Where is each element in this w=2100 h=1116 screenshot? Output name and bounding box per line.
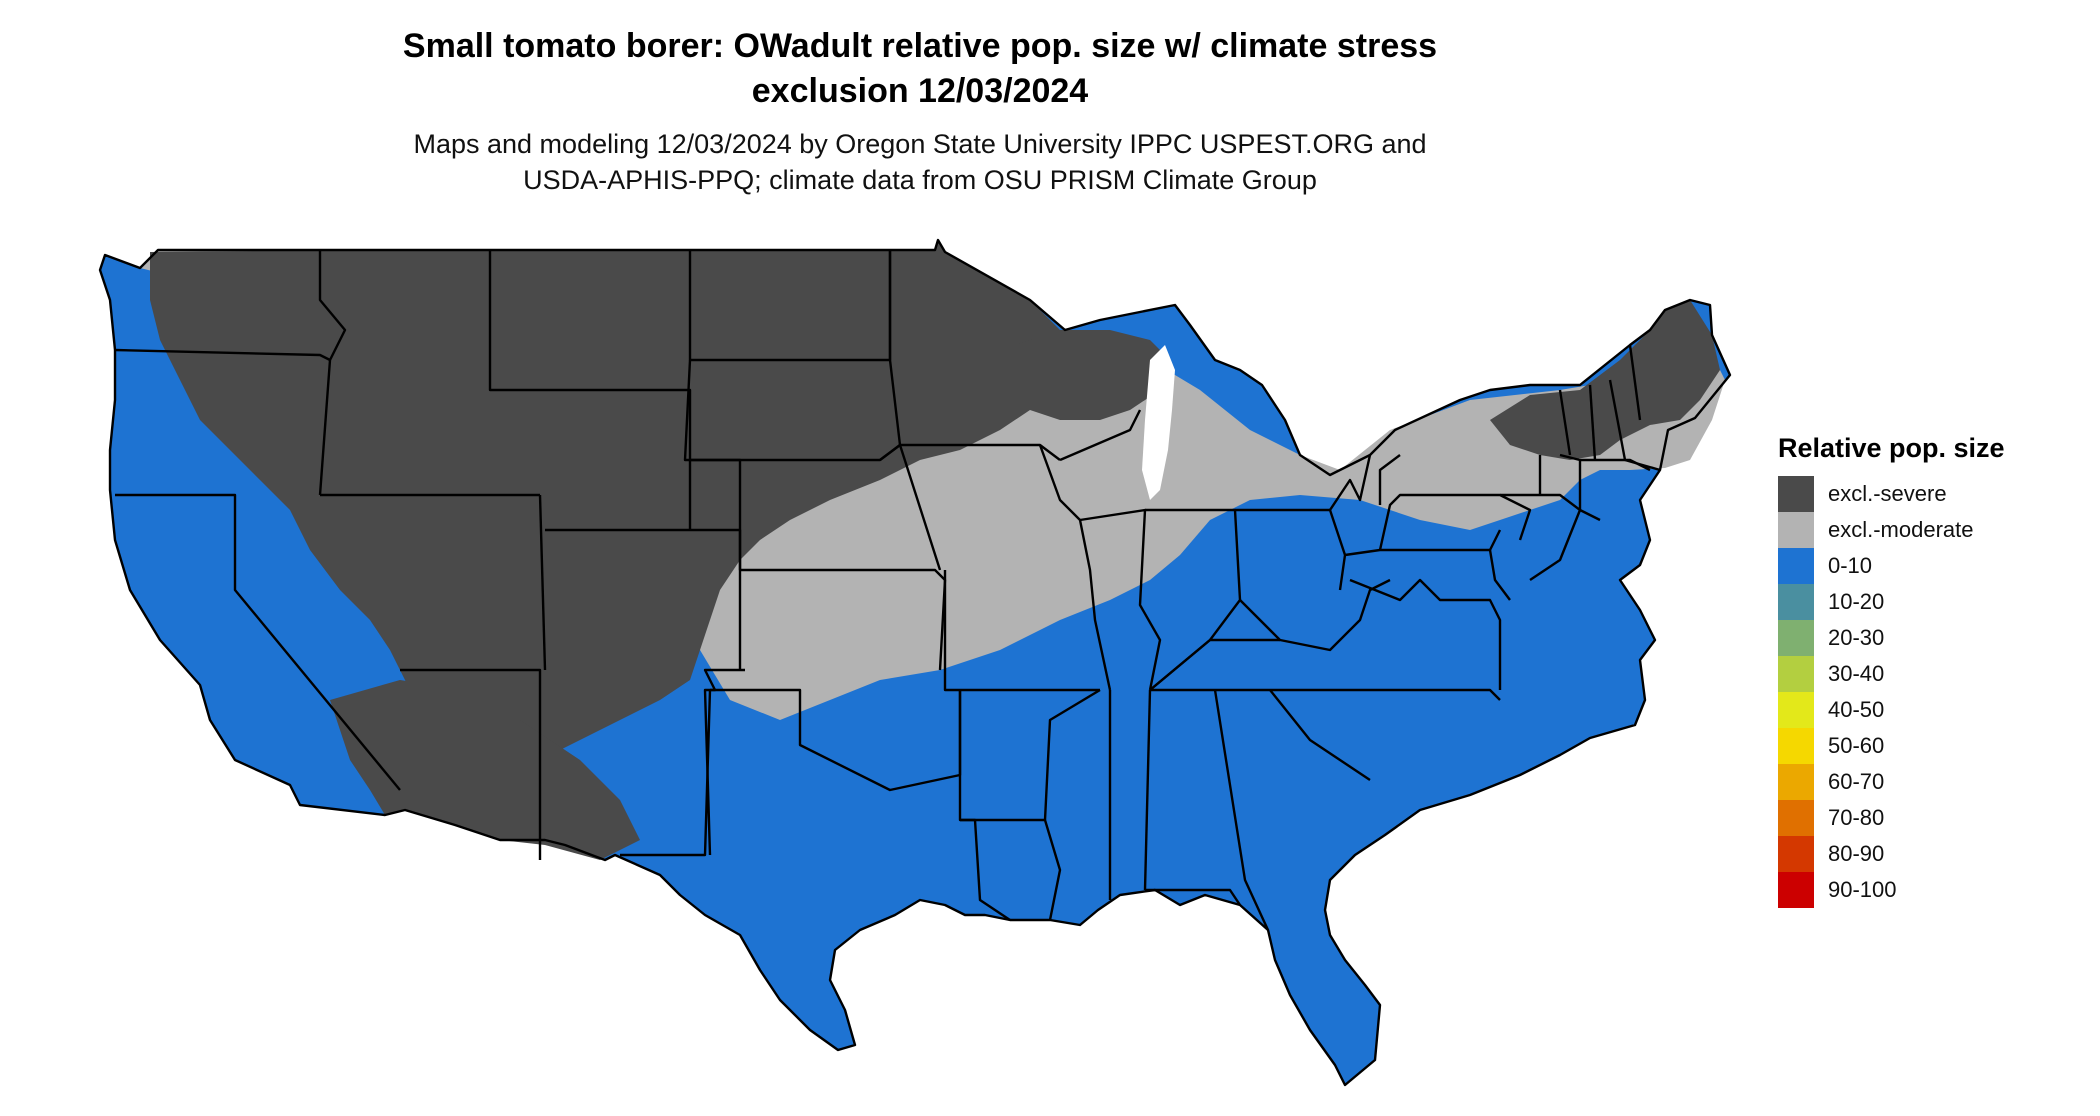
legend-item: 10-20 <box>1778 584 2005 620</box>
legend-item: excl.-moderate <box>1778 512 2005 548</box>
legend-label: excl.-severe <box>1828 481 1947 506</box>
map-title: Small tomato borer: OWadult relative pop… <box>0 24 1840 114</box>
legend: Relative pop. size excl.-severe excl.-mod… <box>1778 433 2005 908</box>
lake-michigan <box>1142 345 1175 500</box>
legend-swatch <box>1778 476 1814 512</box>
legend-item: 70-80 <box>1778 800 2005 836</box>
legend-label: 60-70 <box>1828 769 1885 794</box>
title-line-2: exclusion 12/03/2024 <box>751 72 1089 110</box>
legend-swatch <box>1778 584 1814 620</box>
legend-item: 90-100 <box>1778 872 2005 908</box>
legend-item: 50-60 <box>1778 728 2005 764</box>
legend-label: excl.-moderate <box>1828 517 1974 542</box>
legend-swatch <box>1778 872 1814 908</box>
legend-label: 40-50 <box>1828 697 1885 722</box>
legend-item: 20-30 <box>1778 620 2005 656</box>
zone-excl-severe-main <box>150 240 1080 760</box>
legend-label: 90-100 <box>1828 877 1897 902</box>
subtitle-line-2: USDA-APHIS-PPQ; climate data from OSU PR… <box>523 165 1317 195</box>
subtitle-line-1: Maps and modeling 12/03/2024 by Oregon S… <box>413 129 1427 159</box>
legend-swatch <box>1778 764 1814 800</box>
legend-item: excl.-severe <box>1778 476 2005 512</box>
legend-swatch <box>1778 728 1814 764</box>
legend-rows: excl.-severe excl.-moderate 0-10 10-20 20-30… <box>1778 476 2005 908</box>
legend-title: Relative pop. size <box>1778 433 2005 463</box>
zone-excl-severe-southwest <box>330 680 640 860</box>
legend-label: 70-80 <box>1828 805 1885 830</box>
legend-item: 80-90 <box>1778 836 2005 872</box>
legend-label: 20-30 <box>1828 625 1885 650</box>
legend-swatch <box>1778 656 1814 692</box>
legend-label: 80-90 <box>1828 841 1885 866</box>
state-borders <box>98 238 1732 1087</box>
legend-label: 50-60 <box>1828 733 1885 758</box>
zone-excl-severe-northeast <box>1490 300 1720 460</box>
legend-item: 40-50 <box>1778 692 2005 728</box>
legend-label: 0-10 <box>1828 553 1873 578</box>
legend-swatch <box>1778 836 1814 872</box>
legend-swatch <box>1778 800 1814 836</box>
legend-swatch <box>1778 692 1814 728</box>
legend-item: 0-10 <box>1778 548 2005 584</box>
legend-swatch <box>1778 512 1814 548</box>
map-subtitle: Maps and modeling 12/03/2024 by Oregon S… <box>0 126 1840 198</box>
title-line-1: Small tomato borer: OWadult relative pop… <box>402 27 1438 65</box>
legend-item: 30-40 <box>1778 656 2005 692</box>
legend-item: 60-70 <box>1778 764 2005 800</box>
legend-swatch <box>1778 620 1814 656</box>
legend-label: 30-40 <box>1828 661 1885 686</box>
zone-excl-severe-greatlakes <box>1000 330 1170 420</box>
legend-swatch <box>1778 548 1814 584</box>
legend-label: 10-20 <box>1828 589 1885 614</box>
